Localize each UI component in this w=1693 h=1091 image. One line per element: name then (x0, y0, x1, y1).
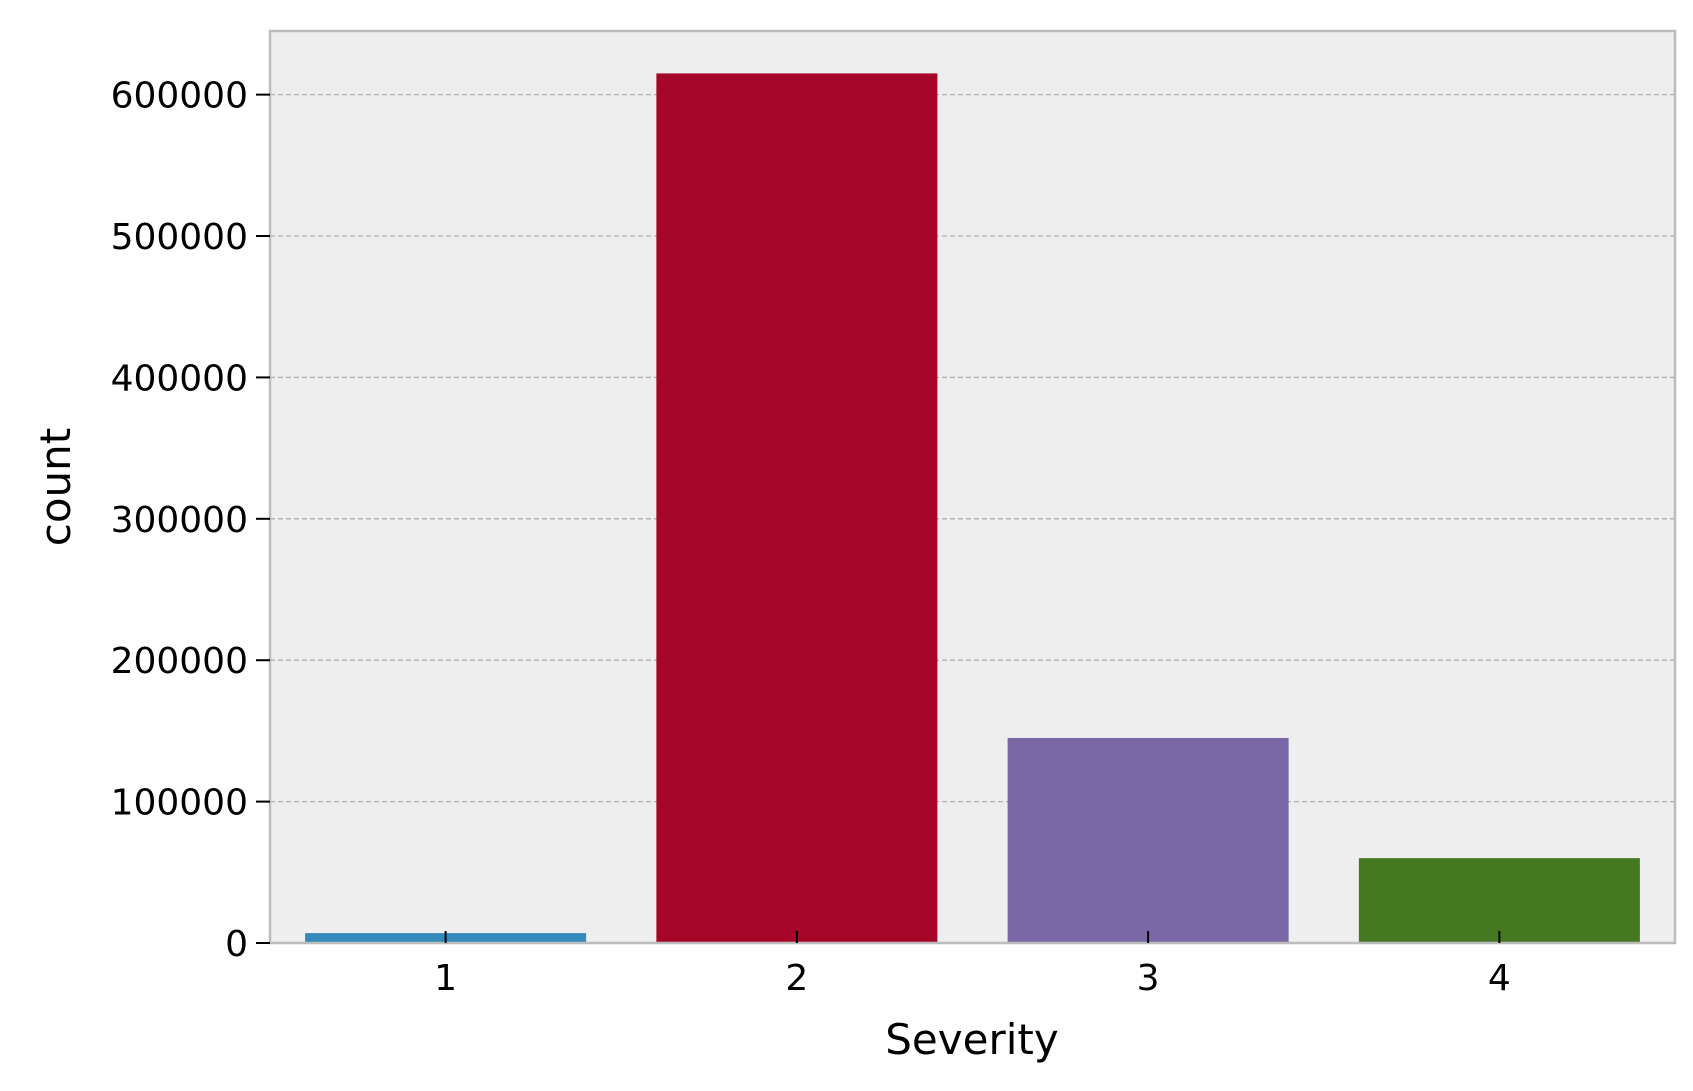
x-tick-label: 3 (1137, 958, 1160, 999)
y-tick-label: 400000 (111, 358, 248, 399)
x-tick-label: 4 (1488, 958, 1511, 999)
axes-spines (268, 29, 1677, 945)
plot-area (270, 31, 1675, 943)
axes-frame (268, 29, 1677, 945)
bars (305, 73, 1640, 944)
x-tick-label: 1 (434, 958, 457, 999)
y-tick-label: 500000 (111, 217, 248, 258)
y-tick-label: 0 (225, 924, 248, 965)
y-tick-label: 600000 (111, 76, 248, 117)
x-axis-ticks: 1 2 3 4 (434, 931, 1511, 999)
y-axis-ticks: 0 100000 200000 300000 400000 500000 600000 (111, 76, 270, 965)
gridlines (270, 93, 1675, 803)
bar-4 (1358, 858, 1640, 943)
y-tick-label: 300000 (111, 500, 248, 541)
bar-2 (656, 73, 938, 944)
y-tick-label: 200000 (111, 641, 248, 682)
x-tick-label: 2 (785, 958, 808, 999)
x-axis-label: Severity (885, 1015, 1058, 1064)
y-axis-label: count (31, 428, 80, 547)
y-tick-label: 100000 (111, 783, 248, 824)
bar-3 (1007, 737, 1289, 943)
